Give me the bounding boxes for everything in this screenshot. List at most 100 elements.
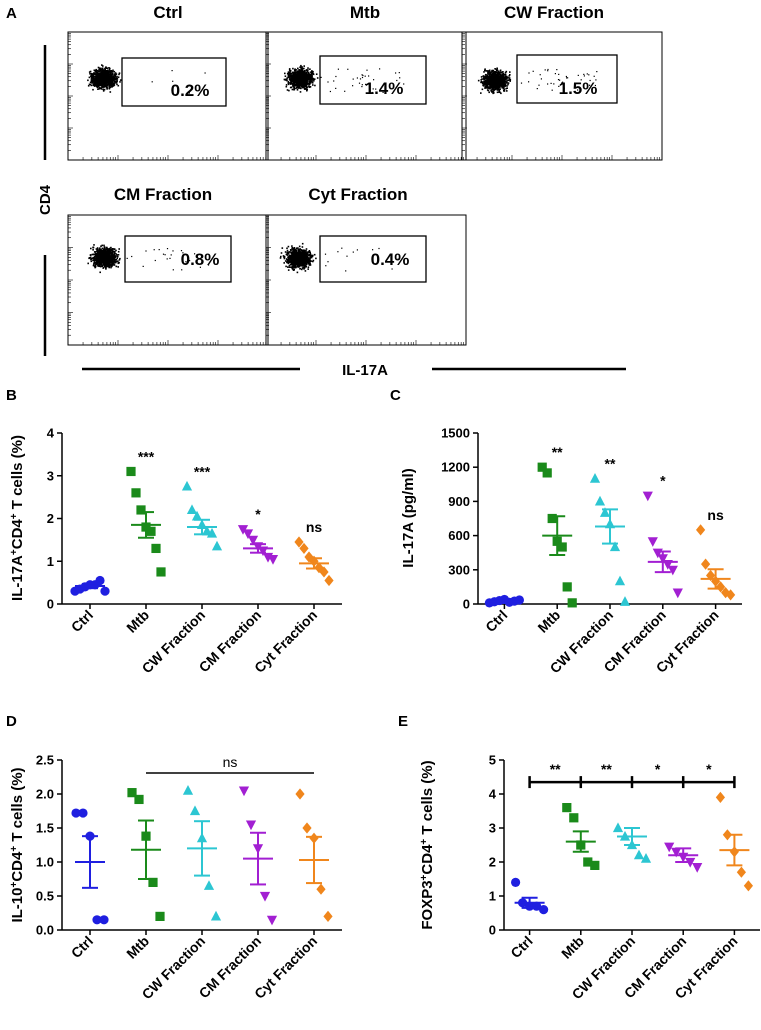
flow-event-dot [98,87,101,89]
flow-event-dot [297,83,300,85]
flow-event-dot [119,81,121,83]
flow-event-dot [492,90,495,93]
flow-event-dot [308,86,311,88]
flow-event-dot [297,247,299,249]
flow-gated-dot [586,73,588,75]
flow-event-dot [302,82,305,84]
flow-gated-dot [365,83,367,85]
flow-event-dot [99,252,101,254]
flow-event-dot [488,75,491,77]
flow-event-dot [509,71,511,73]
flow-dots-mtb [265,33,465,161]
flow-event-dot [488,74,491,76]
flow-event-dot [102,254,105,256]
flow-plot-mtb: Mtb 1.4% [265,3,467,161]
flow-event-dot [504,75,507,78]
flow-event-dot [308,250,311,252]
flow-event-dot [304,250,306,253]
flow-frame-ctrl [67,31,269,161]
flow-event-dot [288,255,290,258]
flow-event-dot [293,78,295,80]
flow-event-dot [111,76,114,79]
flow-event-dot [298,262,300,265]
flow-event-dot [299,69,302,71]
flow-event-dot [309,82,311,84]
flow-event-dot [289,263,292,266]
flow-event-dot [481,78,483,80]
flow-event-dot [97,73,99,75]
flow-event-dot [92,259,94,262]
flow-gated-dot [164,254,166,256]
flow-event-dot [483,71,485,73]
flow-event-dot [316,77,319,79]
flow-event-dot [87,79,89,82]
flow-event-dot [102,82,104,85]
flow-event-dot [308,260,310,263]
flow-event-dot [488,71,490,74]
flow-event-dot [301,80,304,82]
flow-event-dot [93,244,95,246]
flow-event-dot [304,74,307,76]
flow-event-dot [298,85,301,88]
flow-event-dot [296,271,299,274]
flow-event-dot [96,79,99,82]
flow-title-ctrl: Ctrl [153,3,182,22]
flow-event-dot [98,73,100,75]
flow-event-dot [92,249,94,251]
flow-event-dot [310,254,312,256]
flow-event-dot [91,253,94,256]
flow-event-dot [110,78,112,80]
flow-event-dot [306,260,309,262]
flow-event-dot [95,75,97,77]
flow-frame-cm [67,214,269,346]
flow-event-dot [102,250,104,252]
flow-event-dot [483,81,485,84]
flow-event-dot [311,74,313,76]
flow-event-dot [497,87,499,90]
flow-event-dot [106,252,108,255]
flow-event-dot [502,80,505,82]
flow-event-dot [486,86,489,89]
flow-event-dot [105,258,108,260]
flow-event-dot [303,267,306,269]
flow-event-dot [103,246,106,248]
flow-event-dot [303,73,305,76]
flow-title-mtb: Mtb [350,3,380,22]
flow-event-dot [108,251,111,253]
flow-event-dot [486,84,488,86]
flow-event-dot [496,87,498,90]
flow-event-dot [300,64,302,67]
flow-event-dot [308,74,311,76]
flow-gated-dot [345,270,347,272]
flow-event-dot [111,72,114,75]
flow-event-dot [502,71,504,73]
flow-event-dot [292,67,294,70]
flow-event-dot [113,74,115,76]
flow-event-dot [305,256,308,259]
flow-event-dot [501,81,503,84]
flow-event-dot [98,262,100,264]
flow-event-dot [492,85,495,88]
flow-gated-dot [551,89,553,91]
flow-event-dot [280,255,282,258]
flow-gated-dot [361,76,364,79]
flow-event-dot [95,73,97,76]
flow-event-dot [305,85,308,87]
flow-event-dot [292,262,294,265]
flow-gated-dot [368,75,370,77]
flow-gated-dot [171,70,173,72]
flow-event-dot [110,266,112,269]
flow-event-dot [105,67,108,69]
flow-event-dot [296,85,299,87]
flow-event-dot [91,257,94,260]
flow-event-dot [97,258,99,261]
flow-event-dot [291,249,294,251]
flow-event-dot [286,247,288,250]
flow-event-dot [96,77,98,80]
flow-event-dot [486,85,489,87]
flow-event-dot [309,262,311,265]
flow-event-dot [304,72,307,75]
flow-event-dot [90,76,93,79]
flow-event-dot [298,259,301,262]
flow-gated-dot [327,261,329,263]
